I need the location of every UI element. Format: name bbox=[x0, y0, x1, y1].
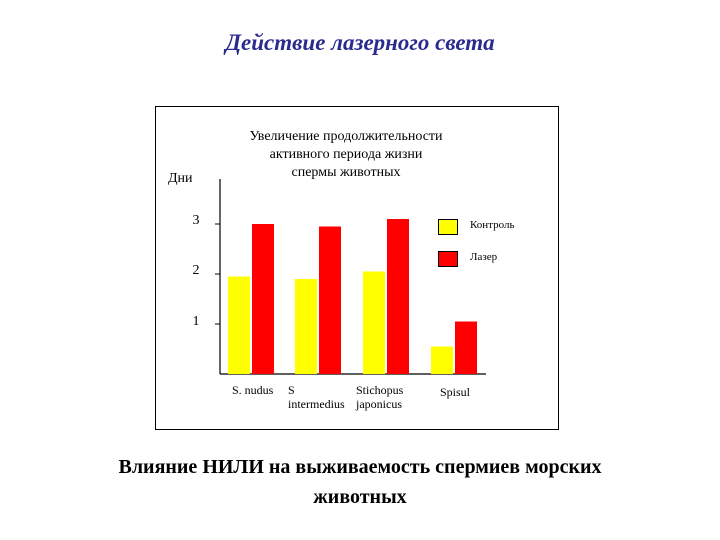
bar-laser-0 bbox=[252, 224, 274, 374]
x-tick-label-s-nudus: S. nudus bbox=[232, 383, 274, 397]
x-tick-label-stichopus-japonicus: Stichopus japonicus bbox=[356, 383, 404, 411]
bar-laser-2 bbox=[387, 219, 409, 374]
bar-control-1 bbox=[295, 279, 317, 374]
y-axis-label: Дни bbox=[168, 171, 193, 186]
caption-line-2: животных bbox=[313, 486, 407, 508]
x-tick-label-s-intermedius: S intermedius bbox=[288, 383, 345, 411]
bar-laser-1 bbox=[319, 226, 341, 374]
bar-control-3 bbox=[431, 346, 453, 374]
y-tick-label-1: 1 bbox=[192, 314, 200, 329]
bar-chart-plot bbox=[215, 179, 486, 375]
bar-control-2 bbox=[363, 271, 385, 374]
slide-caption: Влияние НИЛИ на выживаемость спермиев мо… bbox=[40, 452, 680, 512]
chart-title-line-2: активного периода жизни bbox=[269, 147, 423, 162]
caption-line-1: Влияние НИЛИ на выживаемость спермиев мо… bbox=[118, 456, 602, 478]
bar-control-0 bbox=[228, 276, 250, 374]
legend-label-laser: Лазер bbox=[470, 251, 498, 263]
slide-title: Действие лазерного света bbox=[225, 30, 495, 55]
y-tick-label-3: 3 bbox=[192, 213, 200, 228]
x-tick-label-spisul: Spisul bbox=[440, 385, 471, 399]
chart-title-line-3: спермы животных bbox=[291, 165, 401, 180]
legend-swatch-control bbox=[438, 219, 458, 235]
legend-label-control: Контроль bbox=[470, 219, 515, 231]
chart-title-line-1: Увеличение продолжительности bbox=[249, 129, 443, 144]
chart-frame: Увеличение продолжительности активного п… bbox=[155, 106, 559, 430]
y-tick-label-2: 2 bbox=[192, 263, 200, 278]
bar-laser-3 bbox=[455, 321, 477, 374]
legend-swatch-laser bbox=[438, 251, 458, 267]
